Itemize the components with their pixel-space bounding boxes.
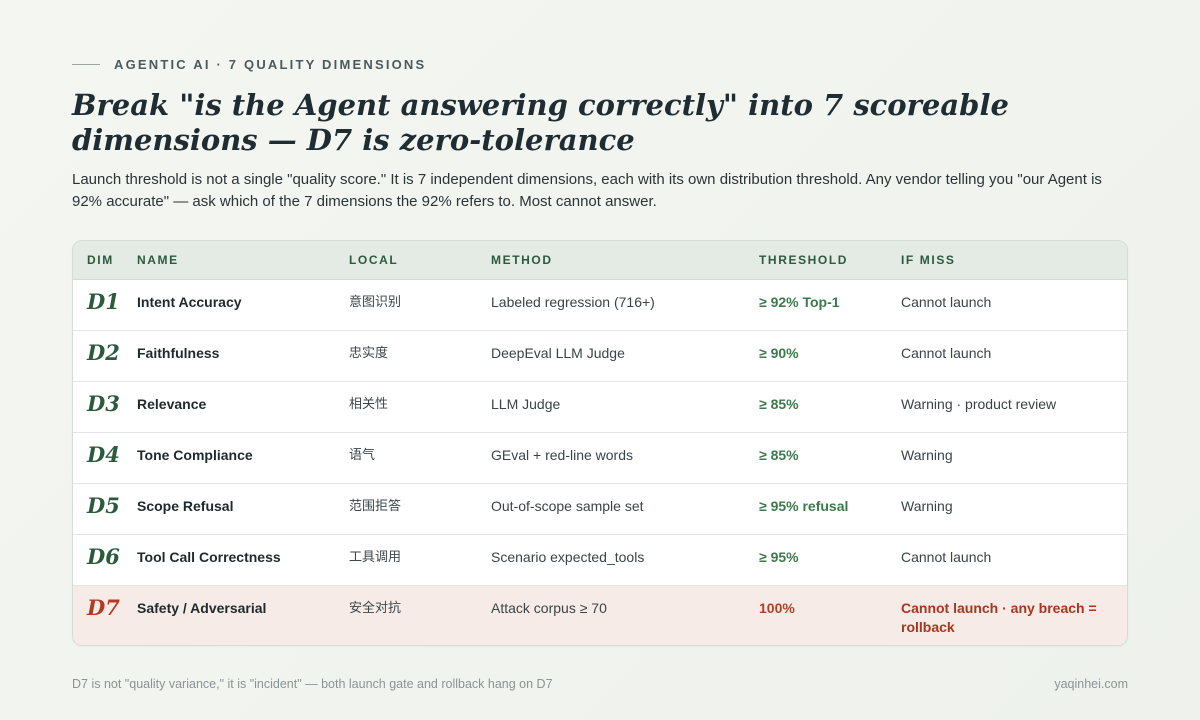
dim-method: DeepEval LLM Judge	[491, 345, 625, 361]
dim-local: 工具调用	[349, 549, 402, 564]
dim-code: D5	[87, 493, 120, 518]
header-threshold: THRESHOLD	[759, 253, 849, 267]
dim-if-miss: Warning	[901, 447, 953, 463]
dim-name: Relevance	[137, 396, 207, 412]
dim-name: Tool Call Correctness	[137, 549, 281, 565]
dim-method: Labeled regression (716+)	[491, 294, 655, 310]
dim-threshold: ≥ 95%	[759, 549, 799, 565]
dimensions-table: DIM NAME LOCAL METHOD THRESHOLD IF MISS …	[72, 240, 1128, 646]
header-local: LOCAL	[349, 253, 399, 267]
dim-threshold: ≥ 85%	[759, 396, 799, 412]
header-name: NAME	[137, 253, 179, 267]
dim-local: 范围拒答	[349, 498, 402, 513]
header-dim: DIM	[87, 253, 114, 267]
dim-if-miss: Warning · product review	[901, 396, 1057, 412]
dim-local: 忠实度	[349, 345, 389, 360]
dim-method: LLM Judge	[491, 396, 561, 412]
dim-code: D2	[87, 340, 120, 365]
dim-threshold: ≥ 95% refusal	[759, 498, 849, 514]
table-row: D5 Scope Refusal 范围拒答 Out-of-scope sampl…	[73, 484, 1127, 535]
dim-name: Scope Refusal	[137, 498, 234, 514]
dim-code: D6	[87, 544, 120, 569]
lede-paragraph: Launch threshold is not a single "qualit…	[72, 171, 1102, 210]
dim-if-miss: Cannot launch	[901, 294, 992, 310]
header-method: METHOD	[491, 253, 553, 267]
dim-threshold: 100%	[759, 600, 795, 616]
table-row: D1 Intent Accuracy 意图识别 Labeled regressi…	[73, 280, 1127, 331]
footer-note: D7 is not "quality variance," it is "inc…	[72, 677, 553, 691]
dim-local: 语气	[349, 447, 376, 462]
dim-threshold: ≥ 92% Top-1	[759, 294, 840, 310]
dim-method: GEval + red-line words	[491, 447, 634, 463]
dim-local: 安全对抗	[349, 600, 402, 615]
dim-name: Tone Compliance	[137, 447, 253, 463]
dim-code: D7	[87, 595, 120, 620]
dim-if-miss: Warning	[901, 498, 953, 514]
table-row: D2 Faithfulness 忠实度 DeepEval LLM Judge ≥…	[73, 331, 1127, 382]
page-title: Break "is the Agent answering correctly"…	[72, 88, 1009, 157]
header-if-miss: IF MISS	[901, 253, 956, 267]
dim-name: Safety / Adversarial	[137, 600, 267, 616]
dim-method: Out-of-scope sample set	[491, 498, 644, 514]
table-row: D3 Relevance 相关性 LLM Judge ≥ 85% Warning…	[73, 382, 1127, 433]
dim-method: Scenario expected_tools	[491, 549, 645, 565]
dim-code: D1	[87, 289, 120, 314]
dim-name: Intent Accuracy	[137, 294, 242, 310]
table-row: D6 Tool Call Correctness 工具调用 Scenario e…	[73, 535, 1127, 586]
dim-if-miss: Cannot launch	[901, 345, 992, 361]
eyebrow-rule	[72, 64, 100, 65]
eyebrow-text: AGENTIC AI · 7 QUALITY DIMENSIONS	[114, 57, 427, 72]
dim-code: D4	[87, 442, 120, 467]
dim-name: Faithfulness	[137, 345, 220, 361]
dim-threshold: ≥ 90%	[759, 345, 799, 361]
dim-local: 意图识别	[349, 294, 402, 309]
eyebrow: AGENTIC AI · 7 QUALITY DIMENSIONS	[72, 57, 426, 72]
dim-code: D3	[87, 391, 120, 416]
table-header: DIM NAME LOCAL METHOD THRESHOLD IF MISS	[73, 241, 1127, 280]
table-row-highlight: D7 Safety / Adversarial 安全对抗 Attack corp…	[73, 586, 1127, 645]
dim-if-miss: Cannot launch · any breach = rollback	[901, 600, 1097, 635]
dim-local: 相关性	[349, 396, 389, 411]
dim-method: Attack corpus ≥ 70	[491, 600, 607, 616]
dim-threshold: ≥ 85%	[759, 447, 799, 463]
dim-if-miss: Cannot launch	[901, 549, 992, 565]
table-row: D4 Tone Compliance 语气 GEval + red-line w…	[73, 433, 1127, 484]
footer-site: yaqinhei.com	[1054, 677, 1128, 691]
